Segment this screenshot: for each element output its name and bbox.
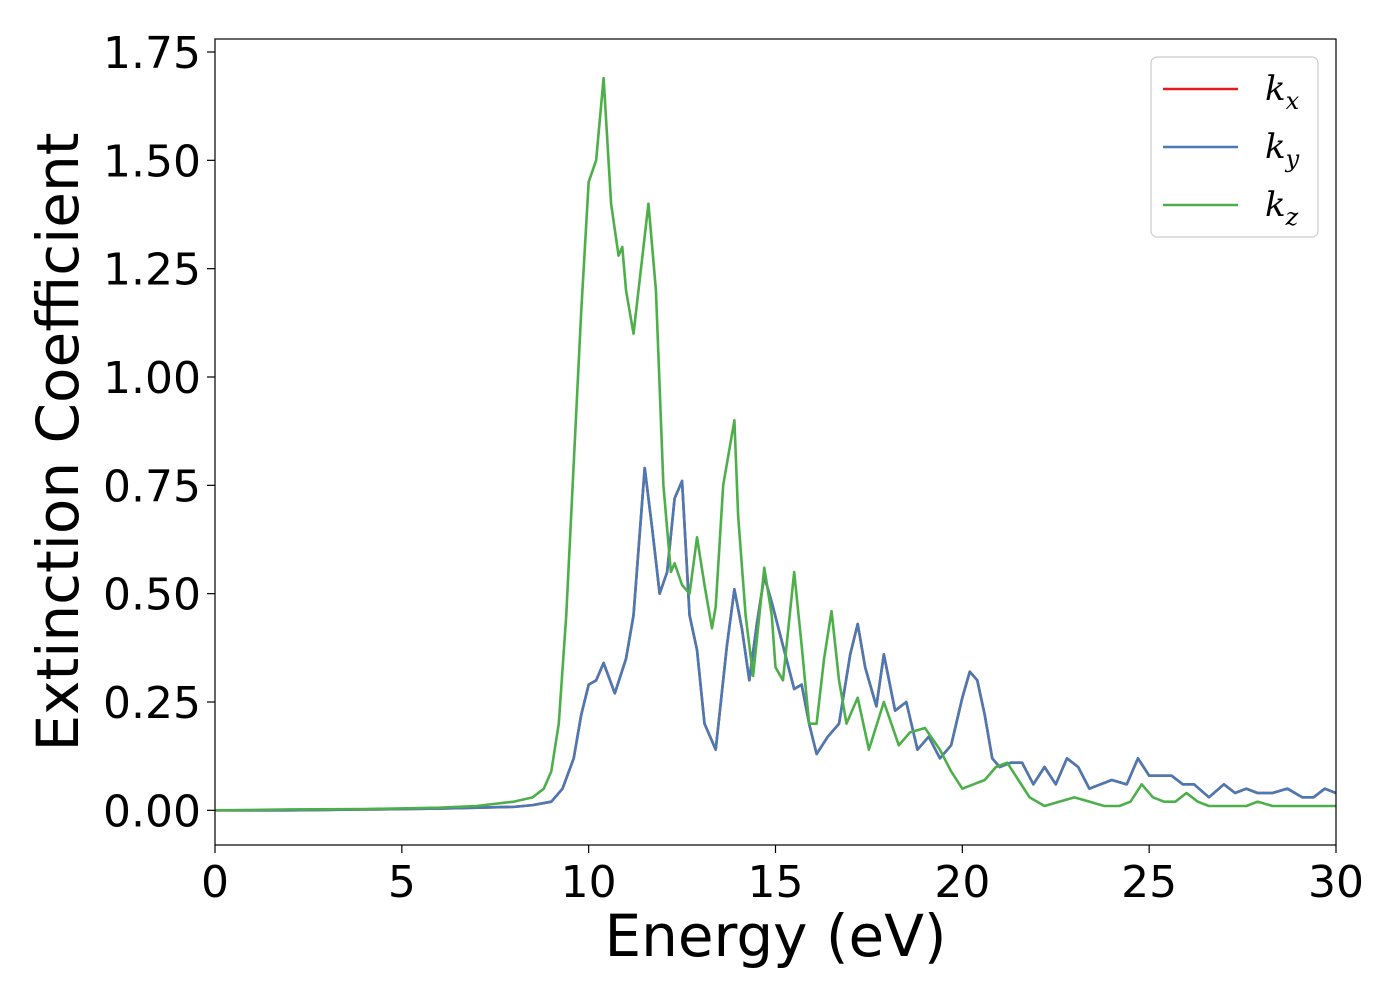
legend-label-subscript: z: [1285, 203, 1299, 231]
series-line-z: [215, 76, 1336, 812]
x-tick-label: 15: [748, 857, 804, 908]
y-tick-label: 1.25: [103, 245, 201, 296]
x-tick-label: 10: [561, 857, 617, 908]
legend-label-z: kz: [1265, 185, 1299, 231]
x-axis: 0 5 10 15 20 25 30: [201, 845, 1364, 908]
y-tick-label: 0.75: [103, 461, 201, 512]
y-tick-label: 1.00: [103, 353, 201, 404]
y-tick-label: 0.00: [103, 786, 201, 837]
x-tick-label: 0: [201, 857, 229, 908]
legend-label-subscript: x: [1286, 87, 1300, 115]
y-tick-label: 0.50: [103, 570, 201, 621]
legend-label-x: kx: [1265, 69, 1300, 115]
legend-label-base: k: [1265, 127, 1286, 167]
x-tick-label: 20: [934, 857, 990, 908]
x-tick-label: 5: [388, 857, 416, 908]
x-axis-title: Energy (eV): [604, 902, 946, 970]
legend-label-base: k: [1265, 69, 1286, 109]
legend-label-y: ky: [1265, 127, 1300, 173]
x-tick-label: 30: [1308, 857, 1364, 908]
y-tick-label: 0.25: [103, 678, 201, 729]
y-axis-title: Extinction Coefficient: [24, 133, 92, 752]
y-axis: 0.00 0.25 0.50 0.75 1.00 1.25 1.50 1.75: [103, 28, 215, 837]
x-tick-label: 25: [1121, 857, 1177, 908]
y-tick-label: 1.75: [103, 28, 201, 79]
plot-area: [215, 76, 1336, 812]
legend-label-subscript: y: [1285, 145, 1300, 173]
y-tick-label: 1.50: [103, 136, 201, 187]
legend-label-base: k: [1265, 185, 1286, 225]
series-line-y: [215, 466, 1336, 812]
